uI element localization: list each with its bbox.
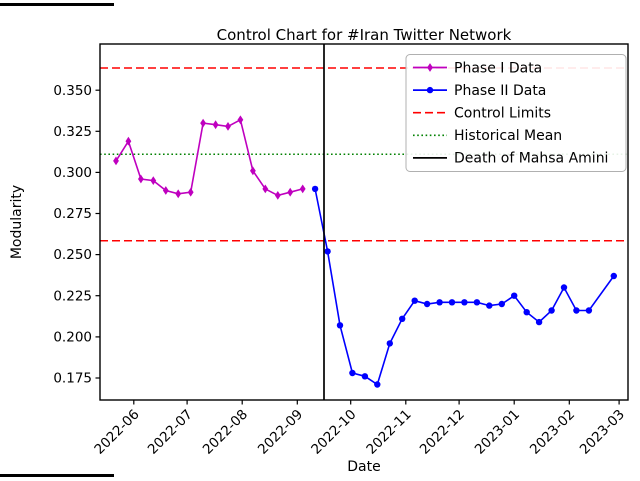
series-phase-i-data-marker	[125, 136, 132, 146]
series-phase-ii-data-marker	[349, 369, 356, 377]
series-phase-ii-data-marker	[399, 315, 406, 322]
page-rule-bottom	[0, 474, 114, 477]
y-tick-label: 0.225	[53, 288, 92, 304]
legend-entry-label: Phase II Data	[454, 83, 546, 99]
legend-entry-label: Historical Mean	[454, 128, 562, 144]
x-axis-ticks: 2022-06 2022-07 2022-08 2022-09 2022-10 2022-…	[91, 400, 628, 458]
series-phase-ii-data-marker	[461, 299, 468, 306]
series-phase-i-data-marker	[187, 187, 194, 197]
series-phase-ii-data-marker	[585, 307, 593, 314]
x-tick-label: 2022-06	[91, 407, 142, 458]
y-tick-label: 0.300	[53, 165, 92, 181]
series-phase-ii-data-marker	[311, 185, 319, 193]
series-phase-i-data-marker	[212, 120, 219, 130]
y-tick-label: 0.275	[53, 206, 92, 222]
series-phase-ii-data-marker	[511, 292, 518, 299]
series-phase-ii-data-marker	[498, 300, 505, 308]
y-tick-label: 0.200	[53, 329, 92, 345]
y-tick-label: 0.350	[53, 83, 92, 99]
series-phase-ii-data-marker	[336, 322, 344, 329]
series-phase-ii-data-marker	[535, 318, 543, 326]
series-phase-ii-data-marker	[386, 340, 393, 347]
series-phase-ii-data-marker	[361, 373, 369, 380]
series-phase-ii-data-marker	[548, 307, 555, 314]
x-tick-label: 2022-09	[255, 407, 306, 458]
series-phase-i-data-marker	[287, 187, 294, 197]
legend-entry-label: Control Limits	[454, 105, 551, 121]
y-axis-ticks: 0.175 0.200 0.225 0.250 0.275 0.300 0.325 0.350	[53, 83, 100, 387]
series-phase-ii-data-marker	[324, 248, 331, 255]
series-phase-ii-data-marker	[374, 381, 381, 388]
series-phase-ii-data-marker	[423, 300, 431, 308]
series-phase-i-data-marker	[299, 184, 306, 194]
series-phase-i-data-marker	[274, 191, 281, 200]
x-tick-label: 2022-08	[200, 407, 251, 458]
series-phase-i-data-marker	[175, 189, 182, 199]
x-tick-label: 2023-02	[527, 407, 578, 458]
x-tick-label: 2023-01	[472, 407, 523, 458]
series-phase-ii-data-marker	[523, 309, 530, 316]
y-tick-label: 0.250	[53, 247, 92, 263]
series-phase-ii-data-line	[314, 188, 615, 386]
series-phase-i-data-marker	[138, 174, 144, 184]
series-phase-i-data-marker	[200, 118, 206, 128]
plot-border	[99, 43, 629, 401]
series-phase-i-data-marker	[162, 186, 169, 195]
x-tick-label: 2022-11	[363, 407, 414, 458]
legend: Phase I Data Phase II Data Control Limits H…	[405, 54, 627, 172]
legend-entry-label: Phase I Data	[454, 60, 542, 76]
series-phase-i-data-marker	[113, 156, 119, 166]
series-phase-ii-data-marker	[486, 302, 493, 309]
series-phase-ii-data-marker	[436, 299, 443, 306]
series-phase-ii-data-marker	[473, 299, 481, 306]
x-tick-label: 2023-03	[577, 407, 628, 458]
y-tick-label: 0.175	[53, 371, 92, 387]
page-rule-top	[0, 3, 114, 6]
series-phase-ii-data-marker	[610, 272, 617, 280]
series-phase-i-data-marker	[150, 176, 157, 185]
chart-title: Control Chart for #Iran Twitter Network	[216, 26, 512, 44]
series-phase-i-data-marker	[262, 184, 269, 194]
series-phase-ii-data-marker	[448, 299, 456, 306]
series-phase-i-data-marker	[250, 166, 256, 176]
legend-entry-label: Death of Mahsa Amini	[454, 151, 608, 167]
x-axis-label: Date	[347, 459, 381, 475]
series-phase-ii-data-marker	[560, 284, 568, 291]
legend-sample-marker	[427, 63, 433, 72]
series-phase-i-data-marker	[237, 115, 244, 125]
series-phase-i-data-marker	[225, 122, 231, 131]
legend-box	[405, 54, 627, 172]
x-tick-label: 2022-10	[308, 407, 359, 458]
x-tick-label: 2022-12	[417, 407, 468, 458]
series-phase-ii-data-marker	[411, 297, 418, 304]
series-phase-i-data-line	[115, 118, 303, 197]
y-tick-label: 0.325	[53, 124, 92, 140]
legend-sample-marker	[426, 86, 434, 94]
series-phase-ii-data-marker	[573, 307, 580, 314]
x-tick-label: 2022-07	[145, 407, 196, 458]
